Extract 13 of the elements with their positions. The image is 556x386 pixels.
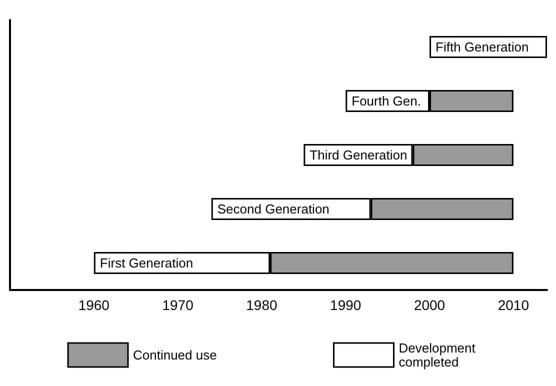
x-tick-label: 1980 xyxy=(246,297,278,313)
x-tick-label: 2010 xyxy=(498,297,530,313)
y-tick-label: Third Generation xyxy=(310,148,408,162)
y-tick-label: Fifth Generation xyxy=(436,40,529,54)
y-tick-label: First Generation xyxy=(100,256,194,270)
y-tick-label: Second Generation xyxy=(217,202,330,216)
legend-label: Continued use xyxy=(133,348,217,362)
x-tick-label: 1970 xyxy=(162,297,194,313)
y-tick-label: Fourth Gen. xyxy=(352,94,421,108)
legend-label: Development completed xyxy=(398,340,479,370)
x-tick-label: 1990 xyxy=(330,297,362,313)
x-tick-label: 2000 xyxy=(414,297,446,313)
x-tick-label: 1960 xyxy=(78,297,110,313)
